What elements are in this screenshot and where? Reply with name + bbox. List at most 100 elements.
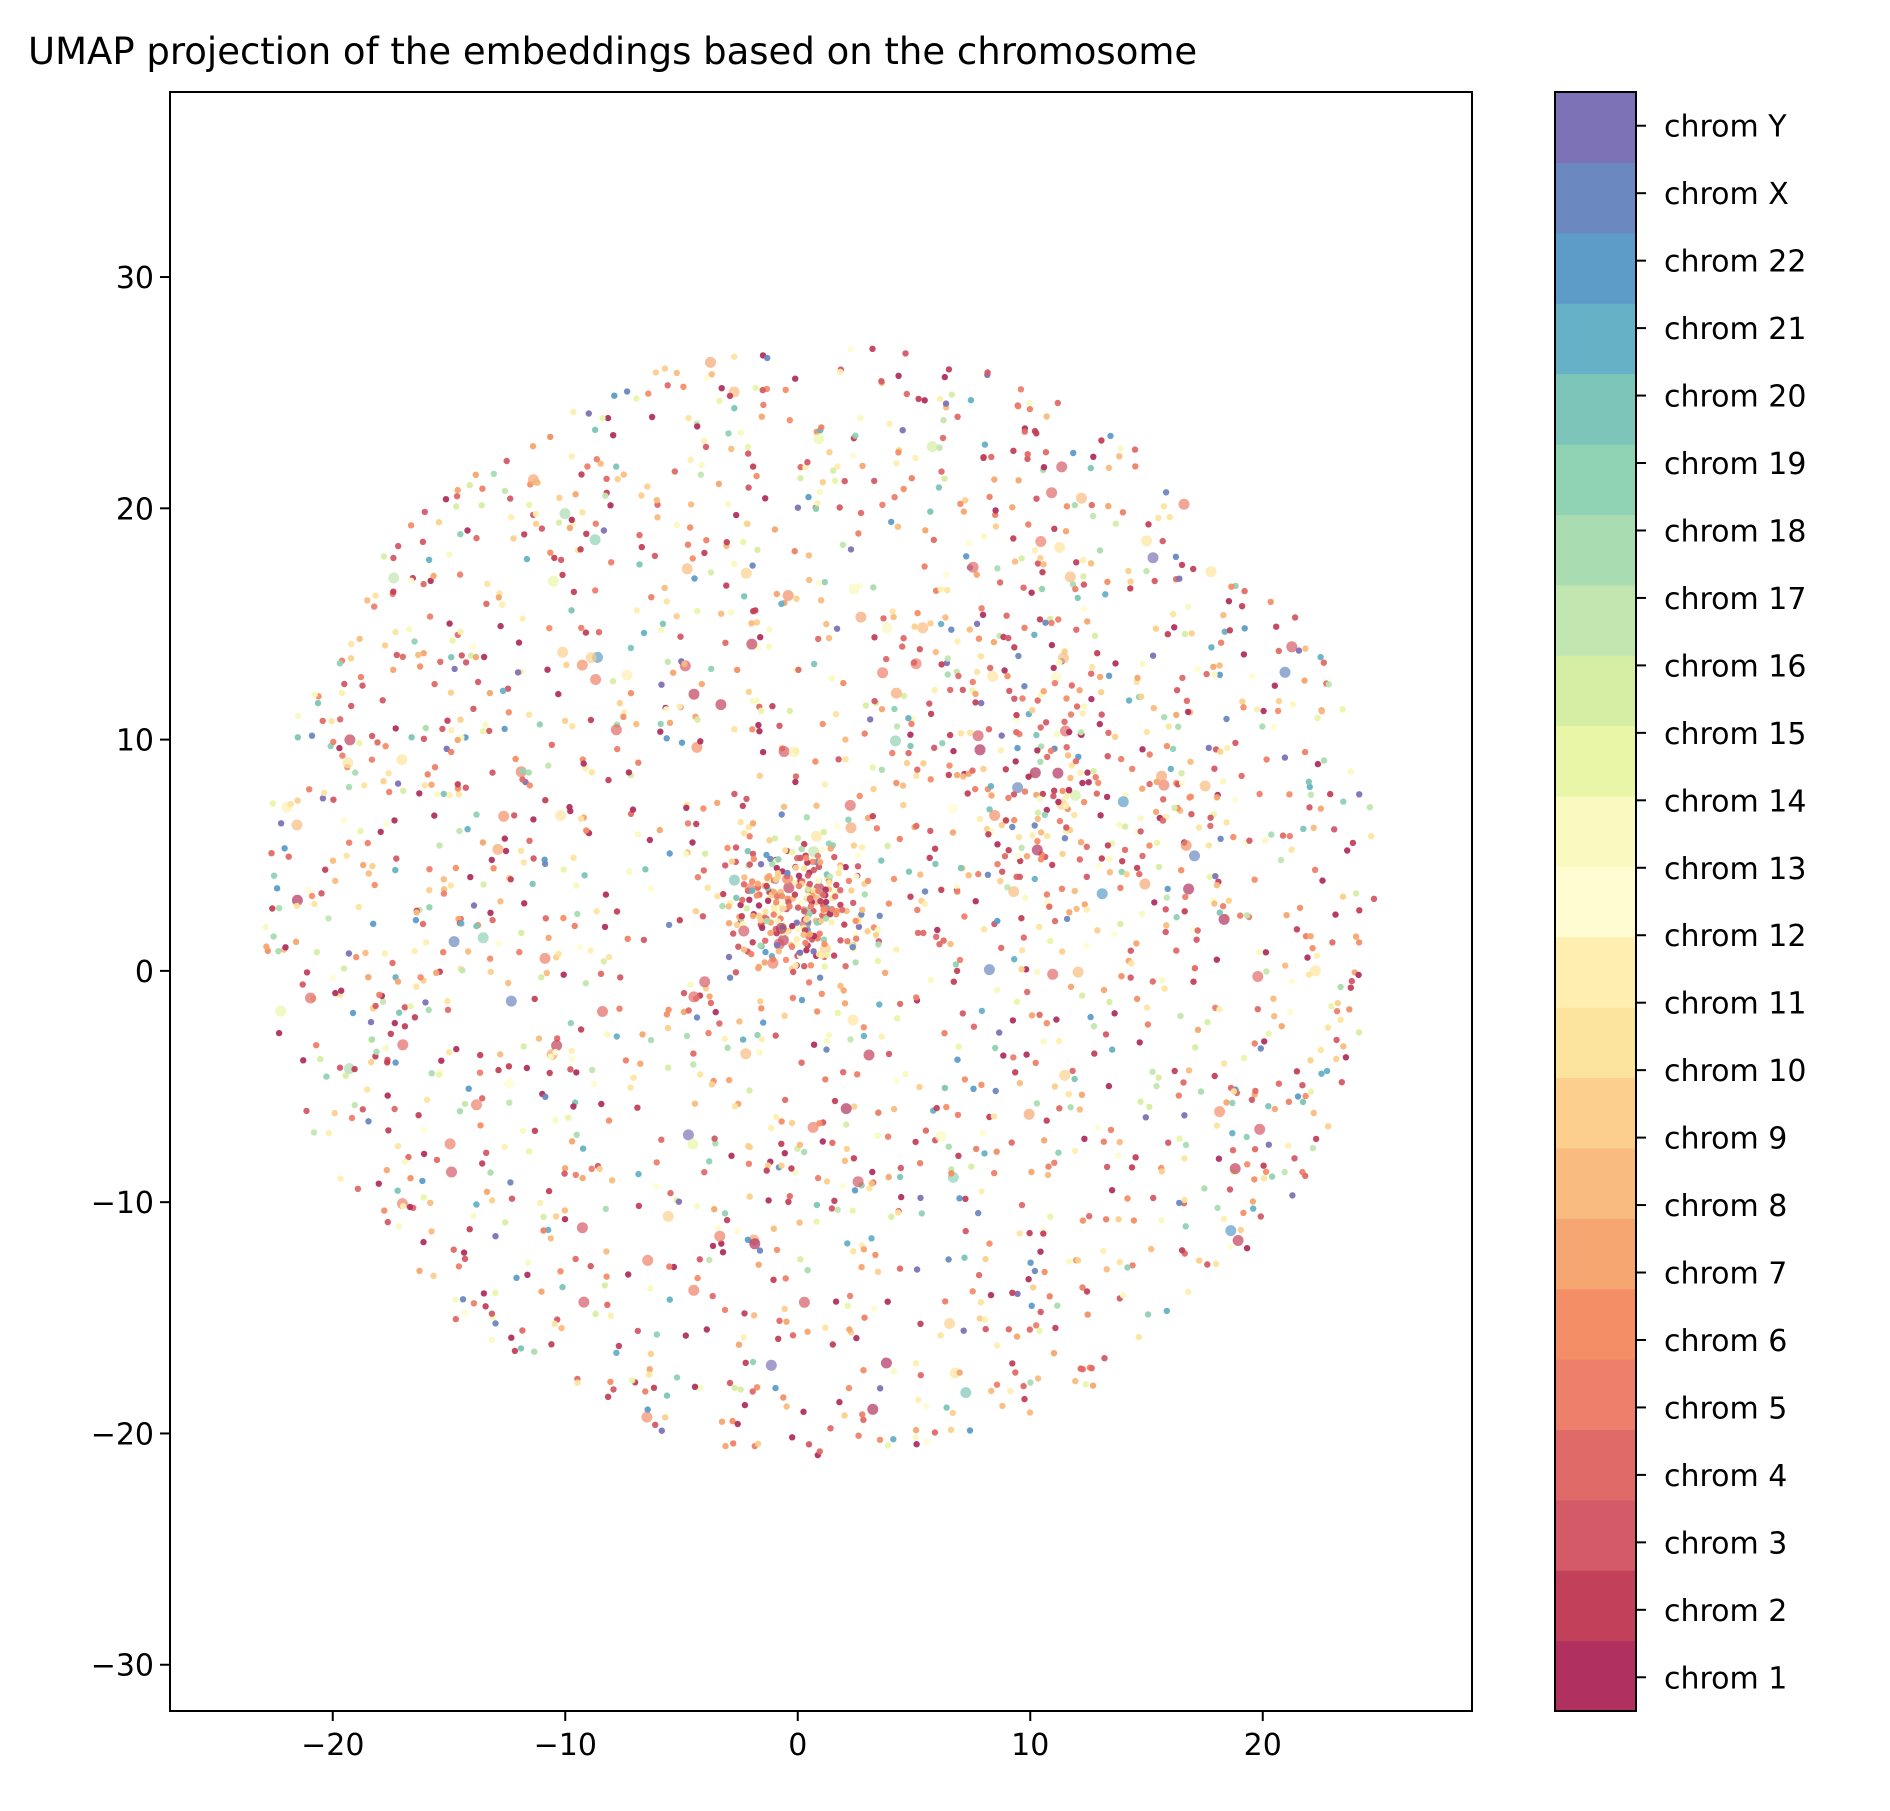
scatter-point	[1163, 742, 1171, 750]
scatter-point	[364, 1086, 371, 1093]
scatter-point	[724, 501, 732, 508]
scatter-point	[519, 615, 526, 622]
scatter-point	[700, 437, 708, 445]
scatter-point	[473, 534, 480, 542]
scatter-point	[435, 1071, 443, 1078]
scatter-point	[577, 815, 585, 822]
scatter-point	[843, 1145, 851, 1153]
scatter-point	[1158, 977, 1166, 984]
scatter-point	[1037, 1308, 1044, 1316]
scatter-point	[1205, 566, 1217, 578]
scatter-point	[477, 932, 489, 944]
scatter-point	[831, 477, 839, 484]
scatter-point	[891, 705, 898, 713]
scatter-point	[644, 1406, 651, 1413]
scatter-point	[807, 962, 815, 969]
scatter-point	[784, 869, 791, 877]
scatter-point	[1139, 785, 1146, 792]
scatter-point	[507, 1179, 514, 1186]
scatter-point	[681, 660, 688, 668]
scatter-point	[393, 855, 400, 862]
scatter-point	[589, 534, 601, 546]
scatter-point	[894, 523, 902, 530]
scatter-point	[786, 903, 793, 910]
scatter-point	[962, 497, 969, 504]
scatter-point	[846, 1292, 854, 1300]
scatter-point	[359, 1106, 366, 1113]
scatter-point	[442, 496, 450, 503]
scatter-point	[308, 732, 316, 739]
scatter-point	[582, 629, 590, 636]
scatter-point	[872, 931, 880, 939]
scatter-point	[372, 592, 379, 599]
scatter-point	[948, 1170, 955, 1177]
scatter-point	[1021, 624, 1028, 631]
scatter-point	[793, 919, 800, 926]
scatter-point	[942, 400, 950, 407]
scatter-point	[876, 1001, 883, 1008]
scatter-point	[973, 620, 981, 627]
scatter-point	[927, 776, 934, 783]
scatter-point	[757, 861, 765, 868]
scatter-point	[801, 865, 808, 872]
scatter-point	[523, 1064, 531, 1072]
scatter-point	[1029, 707, 1036, 714]
scatter-point	[1036, 616, 1044, 623]
scatter-point	[1173, 687, 1181, 694]
scatter-point	[321, 789, 328, 797]
scatter-point	[982, 1255, 989, 1263]
scatter-point	[1105, 1082, 1113, 1090]
scatter-point	[376, 991, 383, 998]
scatter-point	[545, 1187, 553, 1195]
scatter-point	[462, 659, 470, 666]
scatter-point	[505, 1063, 513, 1070]
scatter-point	[1096, 547, 1104, 554]
scatter-point	[945, 771, 952, 779]
scatter-point	[499, 687, 507, 694]
scatter-point	[761, 959, 768, 966]
scatter-point	[1109, 1046, 1116, 1053]
scatter-point	[844, 938, 851, 945]
scatter-point	[456, 1108, 464, 1115]
scatter-point	[946, 731, 954, 739]
scatter-point	[663, 735, 670, 742]
scatter-point	[616, 1005, 623, 1012]
scatter-point	[1133, 864, 1141, 872]
scatter-point	[893, 460, 900, 467]
scatter-point	[1083, 843, 1091, 850]
scatter-point	[1073, 905, 1080, 913]
scatter-point	[1063, 793, 1070, 800]
scatter-point	[737, 901, 744, 909]
scatter-point	[530, 855, 537, 862]
scatter-point	[573, 1131, 580, 1139]
scatter-point	[470, 902, 478, 909]
scatter-point	[694, 716, 701, 723]
scatter-point	[561, 1165, 569, 1172]
scatter-point	[760, 401, 767, 409]
scatter-point	[793, 936, 800, 943]
scatter-point	[917, 1194, 924, 1202]
scatter-point	[756, 1247, 764, 1254]
scatter-point	[431, 812, 438, 819]
scatter-point	[556, 494, 563, 501]
scatter-point	[1009, 1017, 1017, 1024]
scatter-point	[560, 971, 567, 978]
scatter-point	[1013, 1333, 1021, 1340]
scatter-point	[828, 675, 836, 682]
scatter-point	[531, 1127, 539, 1135]
scatter-point	[444, 1006, 452, 1013]
scatter-point	[823, 951, 831, 959]
scatter-point	[422, 724, 429, 732]
scatter-point	[1225, 1225, 1237, 1237]
scatter-point	[488, 856, 495, 864]
scatter-point	[360, 861, 367, 869]
scatter-point	[858, 911, 865, 918]
scatter-point	[392, 725, 399, 732]
scatter-point	[605, 776, 612, 784]
scatter-point	[601, 1282, 609, 1289]
scatter-point	[397, 1039, 409, 1051]
scatter-point	[816, 974, 824, 981]
scatter-point	[1254, 1123, 1266, 1135]
scatter-point	[1055, 616, 1062, 623]
scatter-point	[841, 477, 848, 485]
